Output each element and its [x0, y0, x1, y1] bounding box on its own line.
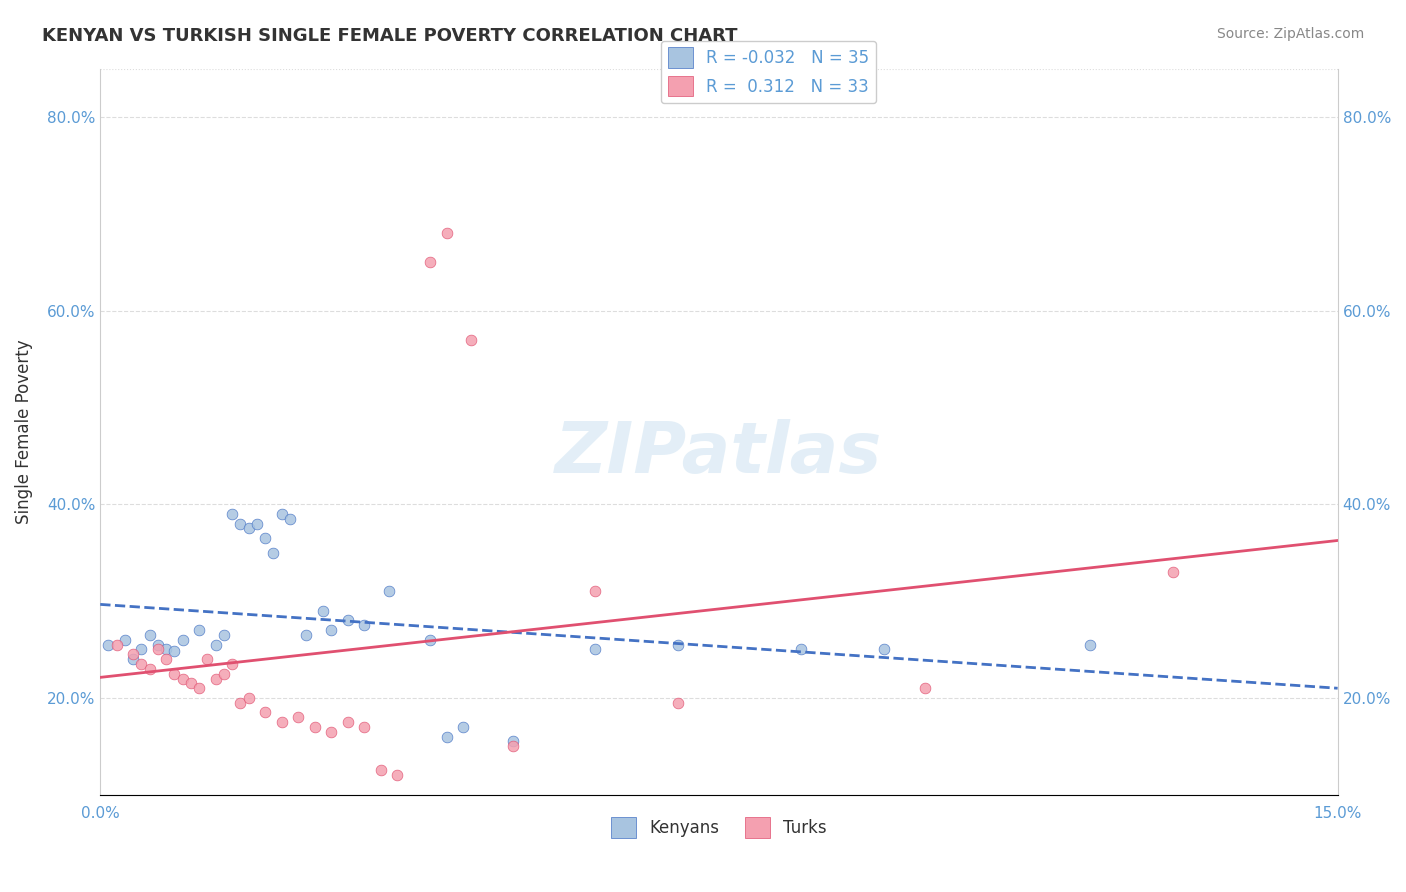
Point [197, 652, 219, 666]
Point [229, 696, 252, 710]
Point [387, 768, 409, 782]
Point [131, 642, 153, 657]
Point [122, 652, 145, 666]
Point [212, 666, 235, 681]
Point [502, 734, 524, 748]
Point [451, 720, 474, 734]
Legend: Kenyans, Turks: Kenyans, Turks [605, 811, 834, 845]
Point [436, 730, 458, 744]
Point [254, 706, 277, 720]
Point [321, 724, 343, 739]
Text: Source: ZipAtlas.com: Source: ZipAtlas.com [1216, 27, 1364, 41]
Point [221, 507, 243, 521]
Point [873, 642, 896, 657]
Point [122, 648, 145, 662]
Point [263, 546, 285, 560]
Point [278, 512, 301, 526]
Point [254, 531, 277, 545]
Point [246, 516, 269, 531]
Point [172, 672, 194, 686]
Point [336, 715, 359, 730]
Point [790, 642, 813, 657]
Point [353, 720, 375, 734]
Point [270, 715, 292, 730]
Point [131, 657, 153, 671]
Point [378, 584, 401, 599]
Point [436, 226, 458, 240]
Point [238, 521, 260, 535]
Point [370, 764, 392, 778]
Point [163, 644, 186, 658]
Point [502, 739, 524, 754]
Y-axis label: Single Female Poverty: Single Female Poverty [15, 339, 32, 524]
Point [172, 632, 194, 647]
Point [212, 628, 235, 642]
Point [188, 681, 211, 696]
Point [238, 690, 260, 705]
Point [666, 696, 689, 710]
Point [419, 255, 441, 269]
Point [1161, 565, 1184, 579]
Point [155, 652, 177, 666]
Point [295, 628, 318, 642]
Point [419, 632, 441, 647]
Point [666, 638, 689, 652]
Point [146, 638, 169, 652]
Point [139, 628, 162, 642]
Point [460, 333, 482, 347]
Point [188, 623, 211, 637]
Point [583, 584, 606, 599]
Point [353, 618, 375, 632]
Text: KENYAN VS TURKISH SINGLE FEMALE POVERTY CORRELATION CHART: KENYAN VS TURKISH SINGLE FEMALE POVERTY … [42, 27, 738, 45]
Point [139, 662, 162, 676]
Point [180, 676, 202, 690]
Point [221, 657, 243, 671]
Point [97, 638, 120, 652]
Point [287, 710, 309, 724]
Point [336, 614, 359, 628]
Text: ZIPatlas: ZIPatlas [555, 419, 883, 488]
Point [204, 638, 226, 652]
Point [1078, 638, 1101, 652]
Point [146, 642, 169, 657]
Point [304, 720, 326, 734]
Point [321, 623, 343, 637]
Point [583, 642, 606, 657]
Point [114, 632, 136, 647]
Point [312, 604, 335, 618]
Point [155, 642, 177, 657]
Point [163, 666, 186, 681]
Point [914, 681, 936, 696]
Point [105, 638, 128, 652]
Point [204, 672, 226, 686]
Point [229, 516, 252, 531]
Point [270, 507, 292, 521]
